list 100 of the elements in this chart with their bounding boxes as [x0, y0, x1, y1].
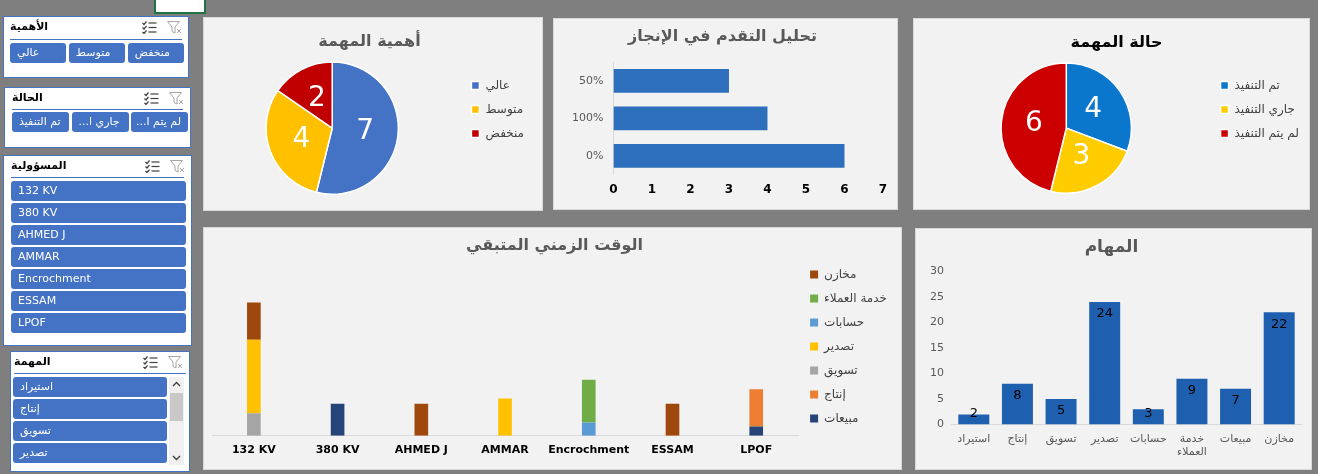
- x-tick-label: مخازن: [1264, 432, 1295, 446]
- data-label: 3: [1144, 404, 1153, 420]
- bar: [498, 398, 512, 436]
- text: الأهمية: [10, 20, 49, 34]
- data-label: 2: [307, 80, 326, 114]
- data-label: 3: [1072, 138, 1091, 172]
- x-tick-label: تسويق: [1045, 432, 1077, 447]
- chart-title: حالة المهمة: [1070, 31, 1163, 51]
- bar: [414, 403, 429, 436]
- category-label: متوسط: [68, 43, 126, 63]
- x-tick-label: Encrochment: [548, 443, 630, 457]
- bar: [581, 422, 596, 436]
- data-label: 9: [1187, 382, 1197, 398]
- x-tick-label: 3: [724, 181, 734, 196]
- category-label: تم التنفيذ: [12, 112, 69, 132]
- x-tick-label: حسابات: [1129, 432, 1167, 446]
- legend-label: مبيعات: [824, 410, 859, 425]
- chart-title: أهمية المهمة: [318, 29, 421, 50]
- chart-title: الوقت الزمني المتبقي: [465, 234, 644, 255]
- bar: [1089, 302, 1121, 425]
- bar: [1001, 383, 1033, 425]
- category-label: منخفض: [127, 43, 184, 63]
- y-tick-label: 0%: [585, 148, 604, 162]
- text: المسؤولية: [11, 159, 67, 173]
- chart-title: تحليل التقدم في الإنجاز: [627, 25, 817, 46]
- data-label: 22: [1270, 315, 1288, 331]
- bar: [613, 106, 768, 131]
- chart-title: المهام: [1084, 235, 1139, 257]
- category-label: استيراد: [13, 377, 167, 397]
- category-label: AHMED J: [11, 225, 186, 245]
- data-label: 24: [1096, 305, 1113, 321]
- x-tick-label: خدمة العملاء: [1177, 432, 1207, 459]
- text: الحالة: [12, 91, 43, 105]
- y-tick-label: 30: [930, 264, 944, 278]
- category-label: لم يتم ا...: [131, 112, 188, 132]
- bar: [613, 69, 729, 93]
- legend-label: تصدير: [823, 338, 855, 354]
- bar: [749, 426, 764, 436]
- x-tick-label: 1: [647, 181, 657, 196]
- x-tick-label: 7: [878, 181, 888, 196]
- x-tick-label: 132 KV: [231, 443, 277, 457]
- x-tick-label: ESSAM: [651, 443, 694, 457]
- y-tick-label: 20: [930, 315, 944, 329]
- legend-label: خدمة العملاء: [824, 290, 888, 305]
- legend-label: عالي: [485, 77, 510, 92]
- legend-label: لم يتم التنفيذ: [1234, 125, 1300, 140]
- bar: [1176, 378, 1208, 425]
- text: المهمة: [14, 355, 51, 369]
- category-label: Encrochment: [11, 269, 186, 289]
- bar: [581, 379, 596, 423]
- x-tick-label: مبيعات: [1219, 432, 1252, 446]
- bar: [247, 413, 261, 436]
- y-tick-label: 25: [930, 289, 944, 303]
- x-tick-label: 2: [686, 181, 695, 196]
- legend-label: تسويق: [824, 362, 858, 378]
- x-tick-label: LPOF: [740, 443, 773, 457]
- bar: [665, 403, 680, 436]
- x-tick-label: 4: [763, 181, 772, 196]
- y-tick-label: 50%: [578, 73, 604, 87]
- bar: [613, 144, 845, 168]
- bar: [749, 389, 764, 427]
- bar: [1220, 388, 1252, 425]
- bar: [247, 339, 261, 414]
- y-tick-label: 0: [937, 417, 944, 431]
- x-tick-label: AHMED J: [394, 443, 448, 457]
- y-tick-label: 15: [930, 340, 944, 354]
- x-tick-label: 380 KV: [315, 443, 360, 457]
- category-label: 380 KV: [11, 203, 186, 223]
- legend-label: منخفض: [485, 125, 525, 141]
- legend-label: إنتاج: [824, 386, 846, 401]
- x-tick-label: استيراد: [957, 432, 991, 446]
- bar: [247, 302, 261, 340]
- legend-label: حسابات: [824, 314, 865, 329]
- category-label: LPOF: [11, 313, 186, 333]
- category-label: جاري ا...: [71, 112, 129, 132]
- data-label: 6: [1025, 105, 1043, 139]
- bar: [1263, 312, 1295, 425]
- x-tick-label: تصدير: [1089, 432, 1119, 446]
- y-tick-label: 100%: [571, 111, 604, 125]
- x-tick-label: إنتاج: [1007, 432, 1028, 446]
- data-label: 5: [1056, 402, 1066, 418]
- bar: [1132, 409, 1164, 425]
- x-tick-label: 6: [840, 181, 849, 196]
- y-tick-label: 5: [937, 391, 944, 405]
- legend-label: متوسط: [485, 101, 524, 117]
- x-tick-label: AMMAR: [481, 443, 530, 457]
- legend-label: تم التنفيذ: [1234, 77, 1280, 92]
- x-tick-label: 0: [609, 181, 618, 196]
- data-label: 7: [1231, 392, 1240, 408]
- category-label: ESSAM: [11, 291, 186, 311]
- category-label: عالي: [10, 43, 67, 63]
- bar: [1045, 399, 1077, 425]
- category-label: AMMAR: [11, 247, 186, 267]
- category-label: إنتاج: [13, 399, 167, 419]
- data-label: 7: [356, 113, 374, 147]
- y-tick-label: 10: [930, 366, 944, 380]
- x-tick-label: 5: [801, 181, 811, 196]
- bar: [330, 403, 345, 436]
- legend-label: مخازن: [824, 266, 857, 282]
- data-label: 4: [292, 121, 311, 155]
